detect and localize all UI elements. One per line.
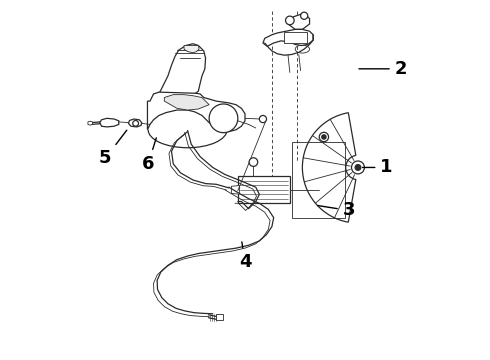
- Polygon shape: [231, 185, 240, 194]
- Text: 1: 1: [363, 158, 393, 176]
- Polygon shape: [159, 44, 205, 94]
- Text: 4: 4: [239, 242, 251, 271]
- Polygon shape: [288, 14, 310, 30]
- Bar: [292, 142, 344, 218]
- Circle shape: [319, 132, 329, 141]
- Bar: [284, 32, 307, 43]
- Circle shape: [133, 121, 139, 126]
- Text: 6: 6: [142, 138, 156, 173]
- Text: 3: 3: [318, 202, 355, 220]
- Circle shape: [351, 161, 365, 174]
- Circle shape: [249, 158, 258, 166]
- Polygon shape: [147, 92, 245, 132]
- Circle shape: [259, 116, 267, 123]
- Text: 5: 5: [99, 130, 127, 167]
- Polygon shape: [164, 95, 209, 110]
- Polygon shape: [184, 45, 199, 53]
- Polygon shape: [100, 118, 119, 127]
- Bar: [238, 176, 290, 203]
- Wedge shape: [302, 113, 356, 222]
- Text: 2: 2: [359, 60, 407, 78]
- Circle shape: [322, 135, 326, 139]
- Circle shape: [286, 16, 294, 25]
- Polygon shape: [88, 121, 93, 125]
- Circle shape: [355, 165, 361, 170]
- Polygon shape: [128, 119, 142, 127]
- Bar: [216, 314, 223, 320]
- Ellipse shape: [295, 45, 310, 53]
- Circle shape: [300, 12, 308, 19]
- Circle shape: [209, 104, 238, 133]
- Polygon shape: [263, 30, 313, 46]
